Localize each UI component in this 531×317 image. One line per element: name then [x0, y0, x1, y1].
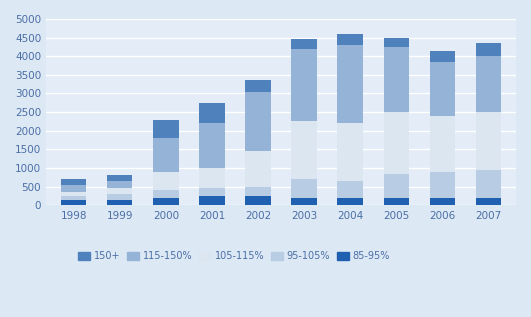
Bar — [338, 181, 363, 198]
Bar — [476, 43, 501, 56]
Bar — [430, 172, 455, 198]
Bar — [292, 40, 317, 49]
Bar — [107, 175, 133, 181]
Bar — [476, 198, 501, 205]
Bar — [153, 172, 178, 190]
Bar — [383, 112, 409, 173]
Bar — [107, 188, 133, 194]
Bar — [383, 198, 409, 205]
Bar — [292, 179, 317, 198]
Bar — [199, 188, 225, 196]
Bar — [245, 92, 271, 151]
Bar — [292, 49, 317, 121]
Bar — [153, 190, 178, 198]
Bar — [61, 200, 87, 205]
Bar — [430, 116, 455, 172]
Bar — [153, 198, 178, 205]
Bar — [199, 103, 225, 123]
Bar — [430, 51, 455, 62]
Bar — [338, 34, 363, 45]
Bar — [476, 112, 501, 170]
Bar — [383, 47, 409, 112]
Bar — [245, 81, 271, 92]
Bar — [245, 196, 271, 205]
Bar — [107, 181, 133, 188]
Bar — [199, 196, 225, 205]
Bar — [383, 38, 409, 47]
Bar — [107, 200, 133, 205]
Bar — [153, 120, 178, 138]
Bar — [476, 170, 501, 198]
Bar — [107, 194, 133, 200]
Legend: 150+, 115-150%, 105-115%, 95-105%, 85-95%: 150+, 115-150%, 105-115%, 95-105%, 85-95… — [74, 247, 394, 265]
Bar — [476, 56, 501, 112]
Bar — [153, 138, 178, 172]
Bar — [61, 192, 87, 196]
Bar — [199, 123, 225, 168]
Bar — [61, 185, 87, 192]
Bar — [61, 179, 87, 185]
Bar — [430, 198, 455, 205]
Bar — [61, 196, 87, 200]
Bar — [338, 45, 363, 123]
Bar — [245, 151, 271, 187]
Bar — [430, 62, 455, 116]
Bar — [338, 123, 363, 181]
Bar — [199, 168, 225, 188]
Bar — [245, 187, 271, 196]
Bar — [338, 198, 363, 205]
Bar — [292, 198, 317, 205]
Bar — [292, 121, 317, 179]
Bar — [383, 173, 409, 198]
